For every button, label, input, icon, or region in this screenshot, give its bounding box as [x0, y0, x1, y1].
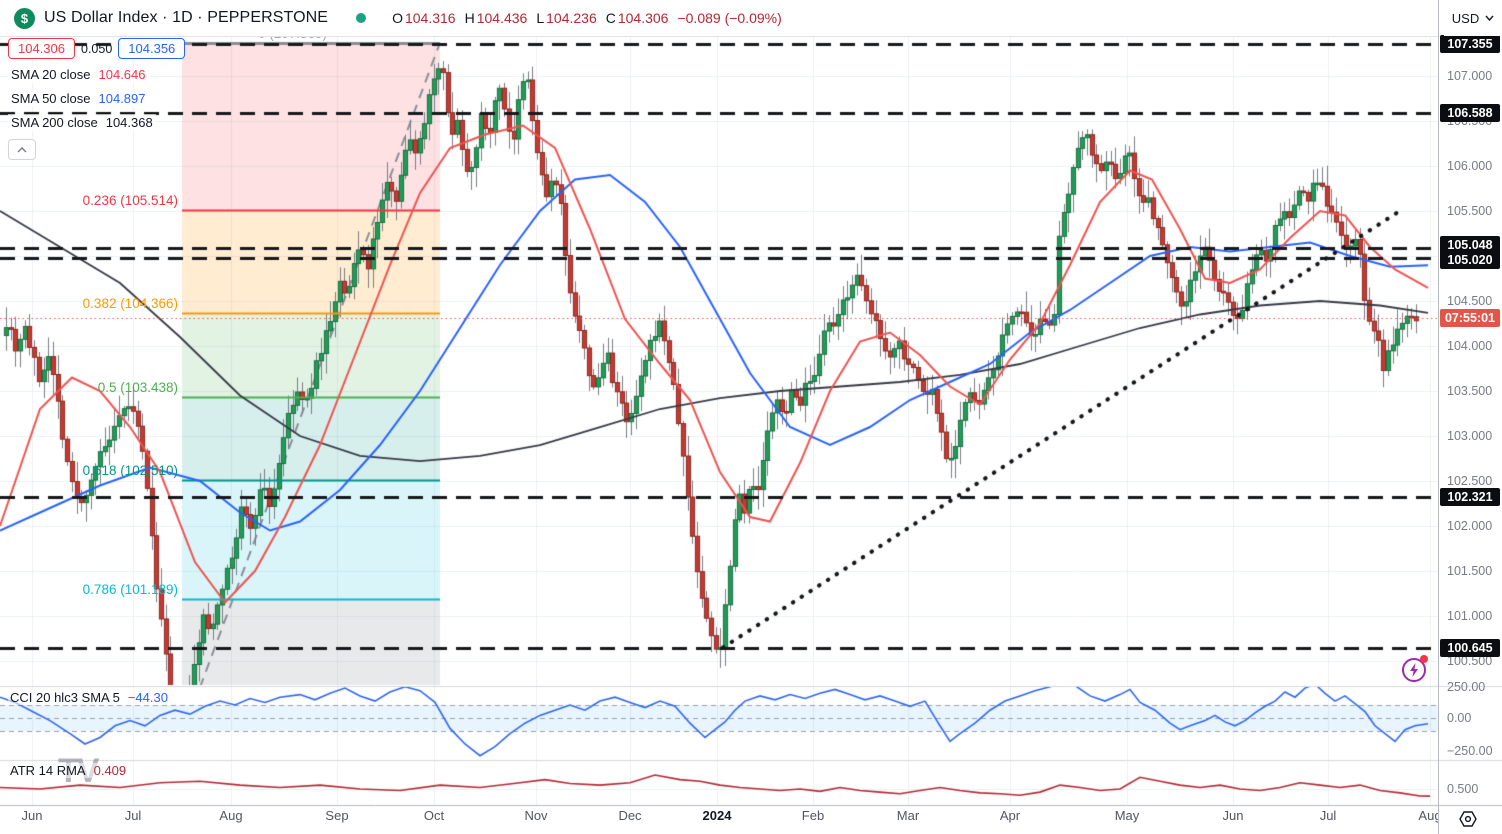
cci-tick: 250.00 — [1447, 680, 1486, 694]
notification-dot — [1420, 655, 1428, 663]
close-label: C — [605, 10, 616, 26]
symbol-logo: $ — [14, 7, 35, 29]
currency-label: USD — [1451, 10, 1480, 26]
atr-tick: 0.500 — [1447, 782, 1479, 796]
price-axis-divider — [1438, 0, 1439, 834]
open-value: 104.316 — [404, 10, 456, 26]
change-value: −0.089 (−0.09%) — [677, 10, 782, 26]
cci-tick: −250.00 — [1447, 744, 1493, 758]
price-tick: 103.500 — [1447, 384, 1493, 398]
sma200-label: SMA 200 close — [11, 115, 98, 130]
cci-label: CCI 20 hlc3 SMA 5 — [10, 690, 120, 705]
chart-legend: 104.306 0.050 104.356 SMA 20 close 104.6… — [8, 38, 186, 160]
price-level-badge: 100.645 — [1440, 639, 1500, 657]
sma50-label: SMA 50 close — [11, 91, 91, 106]
quote-row: 104.306 0.050 104.356 — [8, 38, 186, 59]
currency-dropdown[interactable]: USD — [1444, 0, 1502, 36]
cci-legend-row[interactable]: CCI 20 hlc3 SMA 5 −44.30 — [8, 690, 170, 705]
flash-icon — [1402, 658, 1426, 682]
fib-level-label: 0.786 (101.189) — [82, 582, 178, 598]
atr-value: 0.409 — [93, 763, 127, 778]
price-tick: 106.000 — [1447, 158, 1493, 173]
low-label: L — [536, 10, 545, 26]
atr-label: ATR 14 RMA — [10, 763, 86, 778]
fib-level-label: 0.5 (103.438) — [97, 379, 178, 395]
price-level-badge: 107.355 — [1440, 35, 1500, 53]
price-level-badge: 105.048 — [1440, 235, 1500, 254]
sma200-legend-row[interactable]: SMA 200 close 104.368 — [8, 114, 156, 131]
ask-price-box[interactable]: 104.356 — [118, 38, 186, 59]
gear-icon — [1459, 811, 1477, 827]
chevron-up-icon — [17, 146, 27, 152]
price-tick: 100.500 — [1447, 654, 1493, 669]
price-tick: 104.000 — [1447, 339, 1493, 353]
market-status-dot — [356, 13, 367, 23]
price-tick: 104.500 — [1447, 293, 1493, 308]
sma20-label: SMA 20 close — [11, 67, 91, 82]
spread-label: 0.050 — [81, 41, 113, 56]
sma50-legend-row[interactable]: SMA 50 close 104.897 — [8, 90, 149, 107]
price-tick: 103.000 — [1447, 429, 1493, 443]
ohlc-readout: O 104.316 H 104.436 L 104.236 C 104.306 −0.0… — [392, 10, 782, 26]
close-value: 104.306 — [617, 10, 669, 26]
chevron-down-icon — [1485, 15, 1494, 21]
high-label: H — [464, 10, 475, 26]
price-tick: 102.000 — [1447, 519, 1493, 534]
fib-level-label: 0.618 (102.510) — [82, 463, 178, 479]
cci-tick: 0.00 — [1447, 711, 1472, 725]
price-tick: 107.000 — [1447, 68, 1493, 83]
collapse-legend-button[interactable] — [8, 139, 36, 160]
app-header: $ US Dollar Index · 1D · PEPPERSTONE O 10… — [0, 0, 1438, 37]
sma200-value: 104.368 — [105, 115, 153, 130]
sma20-value: 104.646 — [98, 67, 146, 82]
fib-level-label: 0.236 (105.514) — [82, 192, 178, 208]
bar-countdown-badge: 07:55:01 — [1440, 309, 1500, 328]
open-label: O — [392, 10, 403, 26]
bid-price-box[interactable]: 104.306 — [8, 38, 75, 59]
price-tick: 101.000 — [1447, 609, 1493, 624]
sma50-value: 104.897 — [98, 91, 146, 106]
price-level-badge: 102.321 — [1440, 488, 1500, 507]
axis-settings-button[interactable] — [1456, 808, 1480, 830]
cci-value: −44.30 — [127, 690, 168, 705]
symbol-title[interactable]: US Dollar Index · 1D · PEPPERSTONE — [44, 9, 329, 26]
high-value: 104.436 — [476, 10, 528, 26]
low-value: 104.236 — [546, 10, 597, 26]
quick-action-button[interactable] — [1399, 655, 1429, 685]
price-tick: 101.500 — [1447, 564, 1493, 579]
atr-legend-row[interactable]: ATR 14 RMA 0.409 — [8, 763, 129, 778]
price-level-badge: 105.020 — [1440, 251, 1500, 270]
fib-level-label: 0.382 (104.366) — [82, 296, 178, 312]
price-tick: 102.500 — [1447, 474, 1493, 489]
price-level-badge: 106.588 — [1440, 104, 1500, 123]
price-tick: 105.500 — [1447, 203, 1493, 218]
sma20-legend-row[interactable]: SMA 20 close 104.646 — [8, 66, 149, 83]
